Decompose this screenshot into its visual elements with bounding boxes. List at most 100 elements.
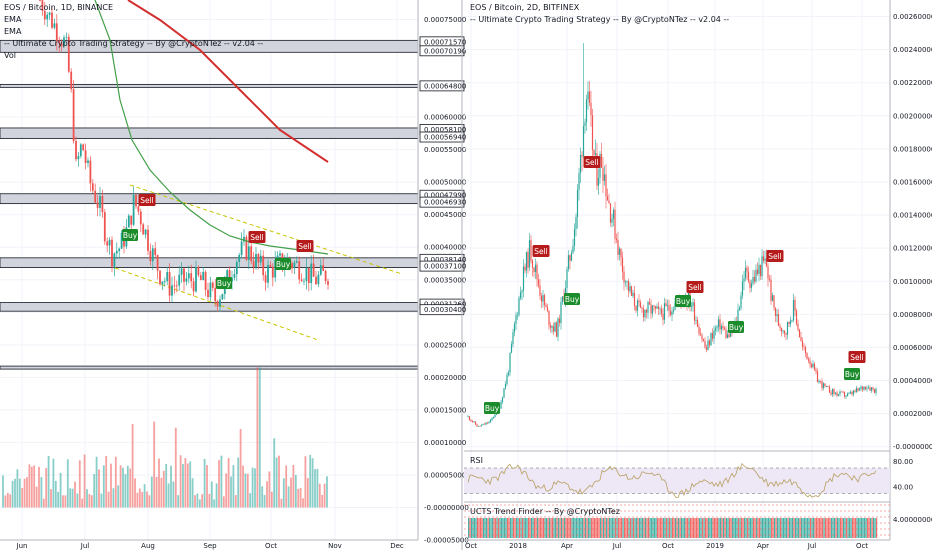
left-candle-body [175, 285, 178, 287]
ucts-trend-finder-pane[interactable]: 4.00000000 [464, 504, 932, 538]
left-volume-bar [225, 473, 228, 508]
left-chart-title: EOS / Bitcoin, 1D, BINANCE [4, 3, 113, 12]
right-candle-body [666, 305, 669, 307]
right-candle-body [843, 392, 846, 397]
right-candle-body [849, 392, 852, 394]
ucts-trend-bar [738, 518, 740, 538]
ucts-trend-bar [471, 518, 473, 538]
ucts-trend-bar [508, 518, 510, 538]
left-volume-bar [21, 487, 24, 508]
left-signal-buy-tag[interactable] [122, 229, 138, 241]
ucts-trend-bar [838, 518, 840, 538]
right-candle-body [494, 414, 496, 417]
left-volume-bar [83, 454, 86, 508]
right-signal-sell-tag[interactable] [686, 281, 704, 293]
left-time-axis[interactable]: Jun Jul Aug Sep Oct Nov Dec [0, 539, 418, 550]
right-candle-body [507, 372, 510, 375]
ucts-trend-bar [691, 518, 693, 538]
left-signal-sell-tag[interactable] [248, 231, 266, 243]
right-signal-buy-tag[interactable] [844, 368, 860, 380]
right-candle-body [710, 333, 712, 346]
left-volume-bar [280, 498, 283, 508]
right-signal-buy-tag[interactable] [484, 402, 500, 414]
ucts-trend-bar [798, 518, 800, 538]
ucts-trend-bar [765, 518, 767, 538]
right-signal-sell-tag[interactable] [583, 156, 601, 168]
ucts-trend-bar [820, 518, 822, 538]
left-signal-sell-tag[interactable] [138, 194, 156, 206]
ucts-trend-bar [663, 518, 665, 538]
left-y-tick: 0.00050000 [424, 179, 466, 187]
ucts-trend-bar [478, 518, 480, 538]
ucts-trend-bar [870, 518, 872, 538]
left-volume-bar [165, 463, 168, 508]
left-signal-sell-tag[interactable] [296, 240, 314, 252]
ucts-trend-bar [768, 518, 770, 538]
left-candle-body [276, 255, 279, 261]
right-candle-body [630, 286, 633, 296]
ucts-trend-bar [658, 518, 660, 538]
left-volume-bar [174, 427, 177, 508]
right-candle-body [554, 322, 556, 332]
ucts-trend-bar [856, 518, 858, 538]
right-signal-buy-text: Buy [676, 297, 691, 306]
right-y-tick: 0.00180000 [893, 145, 932, 153]
right-candle-body [720, 326, 723, 330]
right-candle-body [768, 278, 771, 280]
left-volume-bar [220, 455, 223, 508]
right-candle-body [672, 309, 675, 312]
left-candle-body [192, 281, 195, 292]
left-candle-body [51, 12, 53, 28]
left-candle-body [106, 241, 109, 246]
right-candle-body [806, 353, 808, 360]
ucts-trend-bar [756, 518, 758, 538]
left-volume-bar [4, 495, 7, 508]
right-candle-body [470, 419, 472, 421]
rsi-pane[interactable]: 80.00 40.00 [464, 458, 913, 499]
right-candle-body [527, 252, 529, 268]
left-signal-buy-text: Buy [276, 260, 291, 269]
left-chart-panel[interactable]: Buy Sell Sell Buy Buy Sell 0.00075000 0.000715… [0, 0, 469, 550]
left-volume-bar [112, 488, 115, 508]
right-candle-body [770, 279, 772, 301]
ucts-trend-bar [699, 518, 701, 538]
right-candle-body [699, 333, 702, 336]
right-signal-buy-tag[interactable] [564, 293, 580, 305]
right-y-tick: 0.00080000 [893, 311, 932, 319]
left-volume-bar [57, 491, 60, 508]
left-candle-body [259, 255, 262, 263]
ucts-trend-bar [834, 518, 836, 538]
right-candle-body [875, 388, 877, 393]
left-signal-buy-tag[interactable] [216, 277, 232, 289]
right-y-tick: 0.00020000 [893, 410, 932, 418]
right-candle-body [698, 326, 700, 334]
left-y-tick: 0.00037100 [424, 263, 466, 271]
ucts-trend-bar [501, 518, 503, 538]
right-signal-sell-tag[interactable] [532, 245, 550, 257]
right-signal-buy-text: Buy [485, 404, 500, 413]
right-price-axis[interactable]: 0.00260000 0.00240000 0.00220000 0.00200000… [889, 0, 932, 540]
ucts-trend-bar [772, 518, 774, 538]
left-volume-bar [206, 465, 208, 508]
right-signal-buy-tag[interactable] [728, 321, 744, 333]
ucts-trend-bar [552, 518, 554, 538]
right-signal-sell-tag[interactable] [848, 351, 866, 363]
right-signal-sell-tag[interactable] [766, 250, 784, 262]
left-volume-bar [143, 484, 146, 508]
ucts-trend-bar [610, 518, 612, 538]
left-candle-body [233, 274, 236, 278]
left-candle-body [39, 0, 41, 1]
left-signal-buy-tag[interactable] [275, 258, 291, 270]
right-candle-body [482, 423, 484, 425]
right-y-tick: 0.00260000 [893, 13, 932, 21]
right-time-axis[interactable]: Oct 2018 Apr Jul Oct 2019 Apr Jul Oct [464, 539, 890, 550]
right-chart-panel[interactable]: Buy Sell Buy Sell Sell Buy Buy Sell Sell Buy 0.00… [464, 0, 932, 550]
right-signal-buy-tag[interactable] [675, 295, 691, 307]
right-candle-body [753, 276, 756, 282]
right-candle-body [515, 315, 517, 324]
left-volume-bar [230, 476, 232, 508]
left-volume-bar [294, 475, 297, 508]
left-candle-body [168, 272, 171, 296]
